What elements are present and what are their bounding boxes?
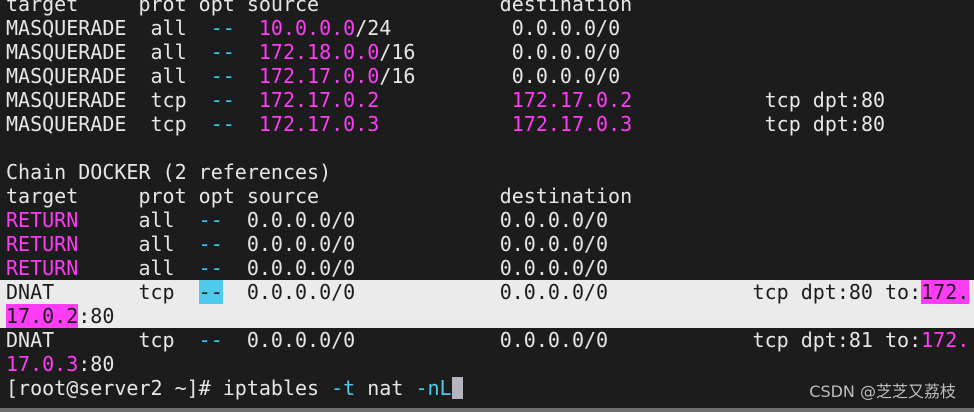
- terminal-line: DNAT tcp -- 0.0.0.0/0 0.0.0.0/0 tcp dpt:…: [6, 328, 974, 352]
- selected-terminal-line: DNAT tcp -- 0.0.0.0/0 0.0.0.0/0 tcp dpt:…: [0, 280, 974, 304]
- text-segment: --: [198, 208, 223, 232]
- command-text: iptables: [222, 376, 332, 400]
- text-segment: 172.: [921, 328, 970, 352]
- terminal-line: Chain DOCKER (2 references): [6, 160, 974, 184]
- text-segment: [379, 88, 511, 112]
- text-segment: all: [78, 256, 199, 280]
- command-prompt[interactable]: [root@server2 ~]# iptables -t nat -nL: [6, 376, 974, 400]
- text-segment: [379, 112, 511, 136]
- command-flag: -nL: [415, 376, 452, 400]
- text-segment: 172.: [921, 280, 970, 304]
- text-segment: MASQUERADE all: [6, 64, 211, 88]
- text-segment: 17.0.3: [6, 352, 79, 376]
- text-segment: 172.17.0.2: [511, 88, 633, 112]
- text-segment: DNAT tcp: [6, 328, 199, 352]
- text-segment: 0.0.0.0/0 0.0.0.0/0 tcp dpt:80 to:: [222, 280, 922, 304]
- text-segment: tcp dpt:80: [632, 112, 886, 136]
- text-segment: --: [210, 40, 235, 64]
- text-segment: all: [78, 208, 199, 232]
- text-segment: 10.0.0.0: [258, 16, 356, 40]
- text-segment: --: [198, 328, 223, 352]
- text-segment: MASQUERADE all: [6, 40, 211, 64]
- text-segment: MASQUERADE tcp: [6, 88, 211, 112]
- text-segment: RETURN: [6, 232, 79, 256]
- text-segment: --: [210, 64, 235, 88]
- text-segment: /24 0.0.0.0/0: [355, 16, 621, 40]
- watermark: CSDN @芝芝又荔枝: [809, 382, 956, 401]
- text-segment: 0.0.0.0/0 0.0.0.0/0: [222, 256, 609, 280]
- text-segment: --: [210, 16, 235, 40]
- terminal-line: [6, 136, 974, 160]
- text-segment: target prot opt source destination: [6, 184, 633, 208]
- terminal-line: MASQUERADE all -- 172.17.0.0/16 0.0.0.0/…: [6, 64, 974, 88]
- terminal-line: target prot opt source destination: [6, 0, 974, 16]
- text-segment: :80: [78, 352, 115, 376]
- command-flag: -t: [331, 376, 356, 400]
- text-segment: RETURN: [6, 208, 79, 232]
- text-segment: [235, 88, 259, 112]
- text-segment: 0.0.0.0/0 0.0.0.0/0 tcp dpt:81 to:: [222, 328, 922, 352]
- terminal-line: MASQUERADE all -- 10.0.0.0/24 0.0.0.0/0: [6, 16, 974, 40]
- text-segment: all: [78, 232, 199, 256]
- text-segment: --: [210, 112, 235, 136]
- text-segment: 172.17.0.3: [511, 112, 633, 136]
- text-segment: --: [210, 88, 235, 112]
- text-segment: 0.0.0.0/0 0.0.0.0/0: [222, 208, 609, 232]
- prompt-text: [root@server2 ~]#: [6, 376, 223, 400]
- text-segment: MASQUERADE tcp: [6, 112, 211, 136]
- text-segment: target prot opt source destination: [6, 0, 633, 16]
- text-segment: :80: [78, 304, 115, 328]
- text-segment: 172.17.0.3: [258, 112, 380, 136]
- text-segment: [235, 16, 259, 40]
- text-segment: 172.17.0.2: [258, 88, 380, 112]
- terminal-line: RETURN all -- 0.0.0.0/0 0.0.0.0/0: [6, 232, 974, 256]
- text-segment: tcp dpt:80: [632, 88, 886, 112]
- text-segment: 172.17.0.0: [258, 64, 380, 88]
- text-segment: MASQUERADE all: [6, 16, 211, 40]
- terminal-line: target prot opt source destination: [6, 184, 974, 208]
- text-segment: 0.0.0.0/0 0.0.0.0/0: [222, 232, 609, 256]
- terminal-line: RETURN all -- 0.0.0.0/0 0.0.0.0/0: [6, 208, 974, 232]
- text-segment: /16 0.0.0.0/0: [379, 40, 621, 64]
- terminal-line: MASQUERADE tcp -- 172.17.0.3 172.17.0.3 …: [6, 112, 974, 136]
- selected-terminal-line: 17.0.2:80: [0, 304, 974, 328]
- text-segment: [235, 40, 259, 64]
- text-segment: 172.18.0.0: [258, 40, 380, 64]
- terminal-line: MASQUERADE tcp -- 172.17.0.2 172.17.0.2 …: [6, 88, 974, 112]
- terminal-line: MASQUERADE all -- 172.18.0.0/16 0.0.0.0/…: [6, 40, 974, 64]
- text-segment: 17.0.2: [6, 304, 79, 328]
- text-segment: Chain DOCKER (2 references): [6, 160, 332, 184]
- text-segment: --: [198, 280, 223, 304]
- text-segment: --: [198, 256, 223, 280]
- command-arg: nat: [355, 376, 416, 400]
- terminal-line: 17.0.3:80: [6, 352, 974, 376]
- scrollbar[interactable]: [0, 408, 974, 412]
- terminal-output[interactable]: target prot opt source destination MASQUE…: [0, 0, 974, 400]
- terminal-line: RETURN all -- 0.0.0.0/0 0.0.0.0/0: [6, 256, 974, 280]
- text-segment: [235, 112, 259, 136]
- text-segment: RETURN: [6, 256, 79, 280]
- text-cursor: [451, 377, 463, 399]
- text-segment: [235, 64, 259, 88]
- text-segment: DNAT tcp: [6, 280, 199, 304]
- text-segment: --: [198, 232, 223, 256]
- text-segment: /16 0.0.0.0/0: [379, 64, 621, 88]
